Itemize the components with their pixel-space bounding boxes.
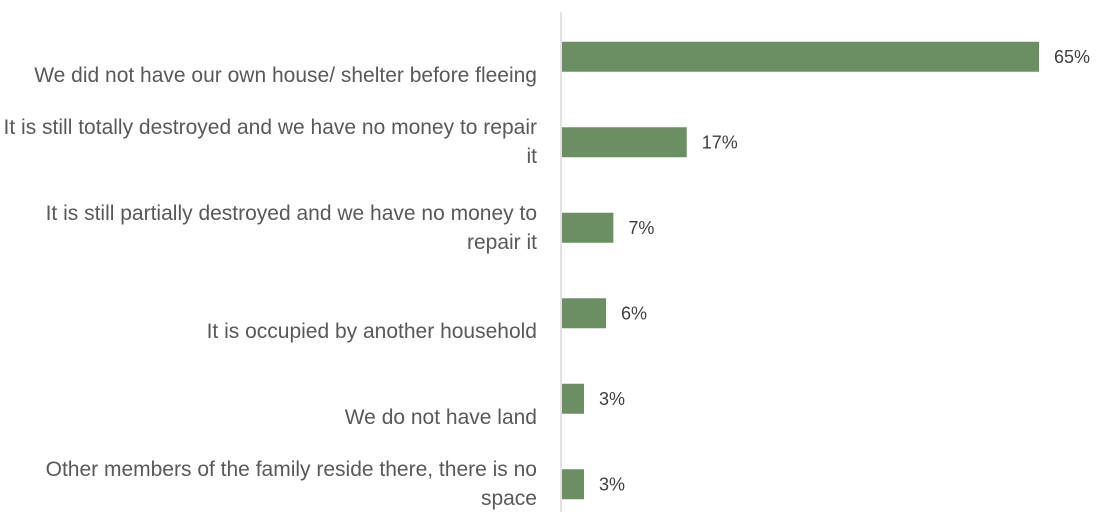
data-label: 7% bbox=[628, 218, 654, 238]
bar bbox=[562, 298, 607, 329]
bar bbox=[562, 212, 614, 243]
category-label: It is still totally destroyed and we hav… bbox=[3, 116, 537, 169]
category-label: We do not have land bbox=[344, 405, 537, 429]
data-label: 17% bbox=[702, 132, 738, 152]
category-label: We did not have our own house/ shelter b… bbox=[34, 63, 537, 87]
category-label: Other members of the family reside there… bbox=[45, 458, 537, 511]
data-label: 3% bbox=[599, 389, 625, 409]
data-label: 3% bbox=[599, 474, 625, 494]
bar bbox=[562, 469, 585, 500]
bar bbox=[562, 127, 687, 158]
bar bbox=[562, 41, 1039, 72]
bar bbox=[562, 383, 585, 414]
category-label: It is still partially destroyed and we h… bbox=[45, 201, 537, 254]
category-label: It is occupied by another household bbox=[206, 320, 537, 344]
data-label: 65% bbox=[1054, 47, 1090, 67]
data-label: 6% bbox=[621, 303, 647, 323]
